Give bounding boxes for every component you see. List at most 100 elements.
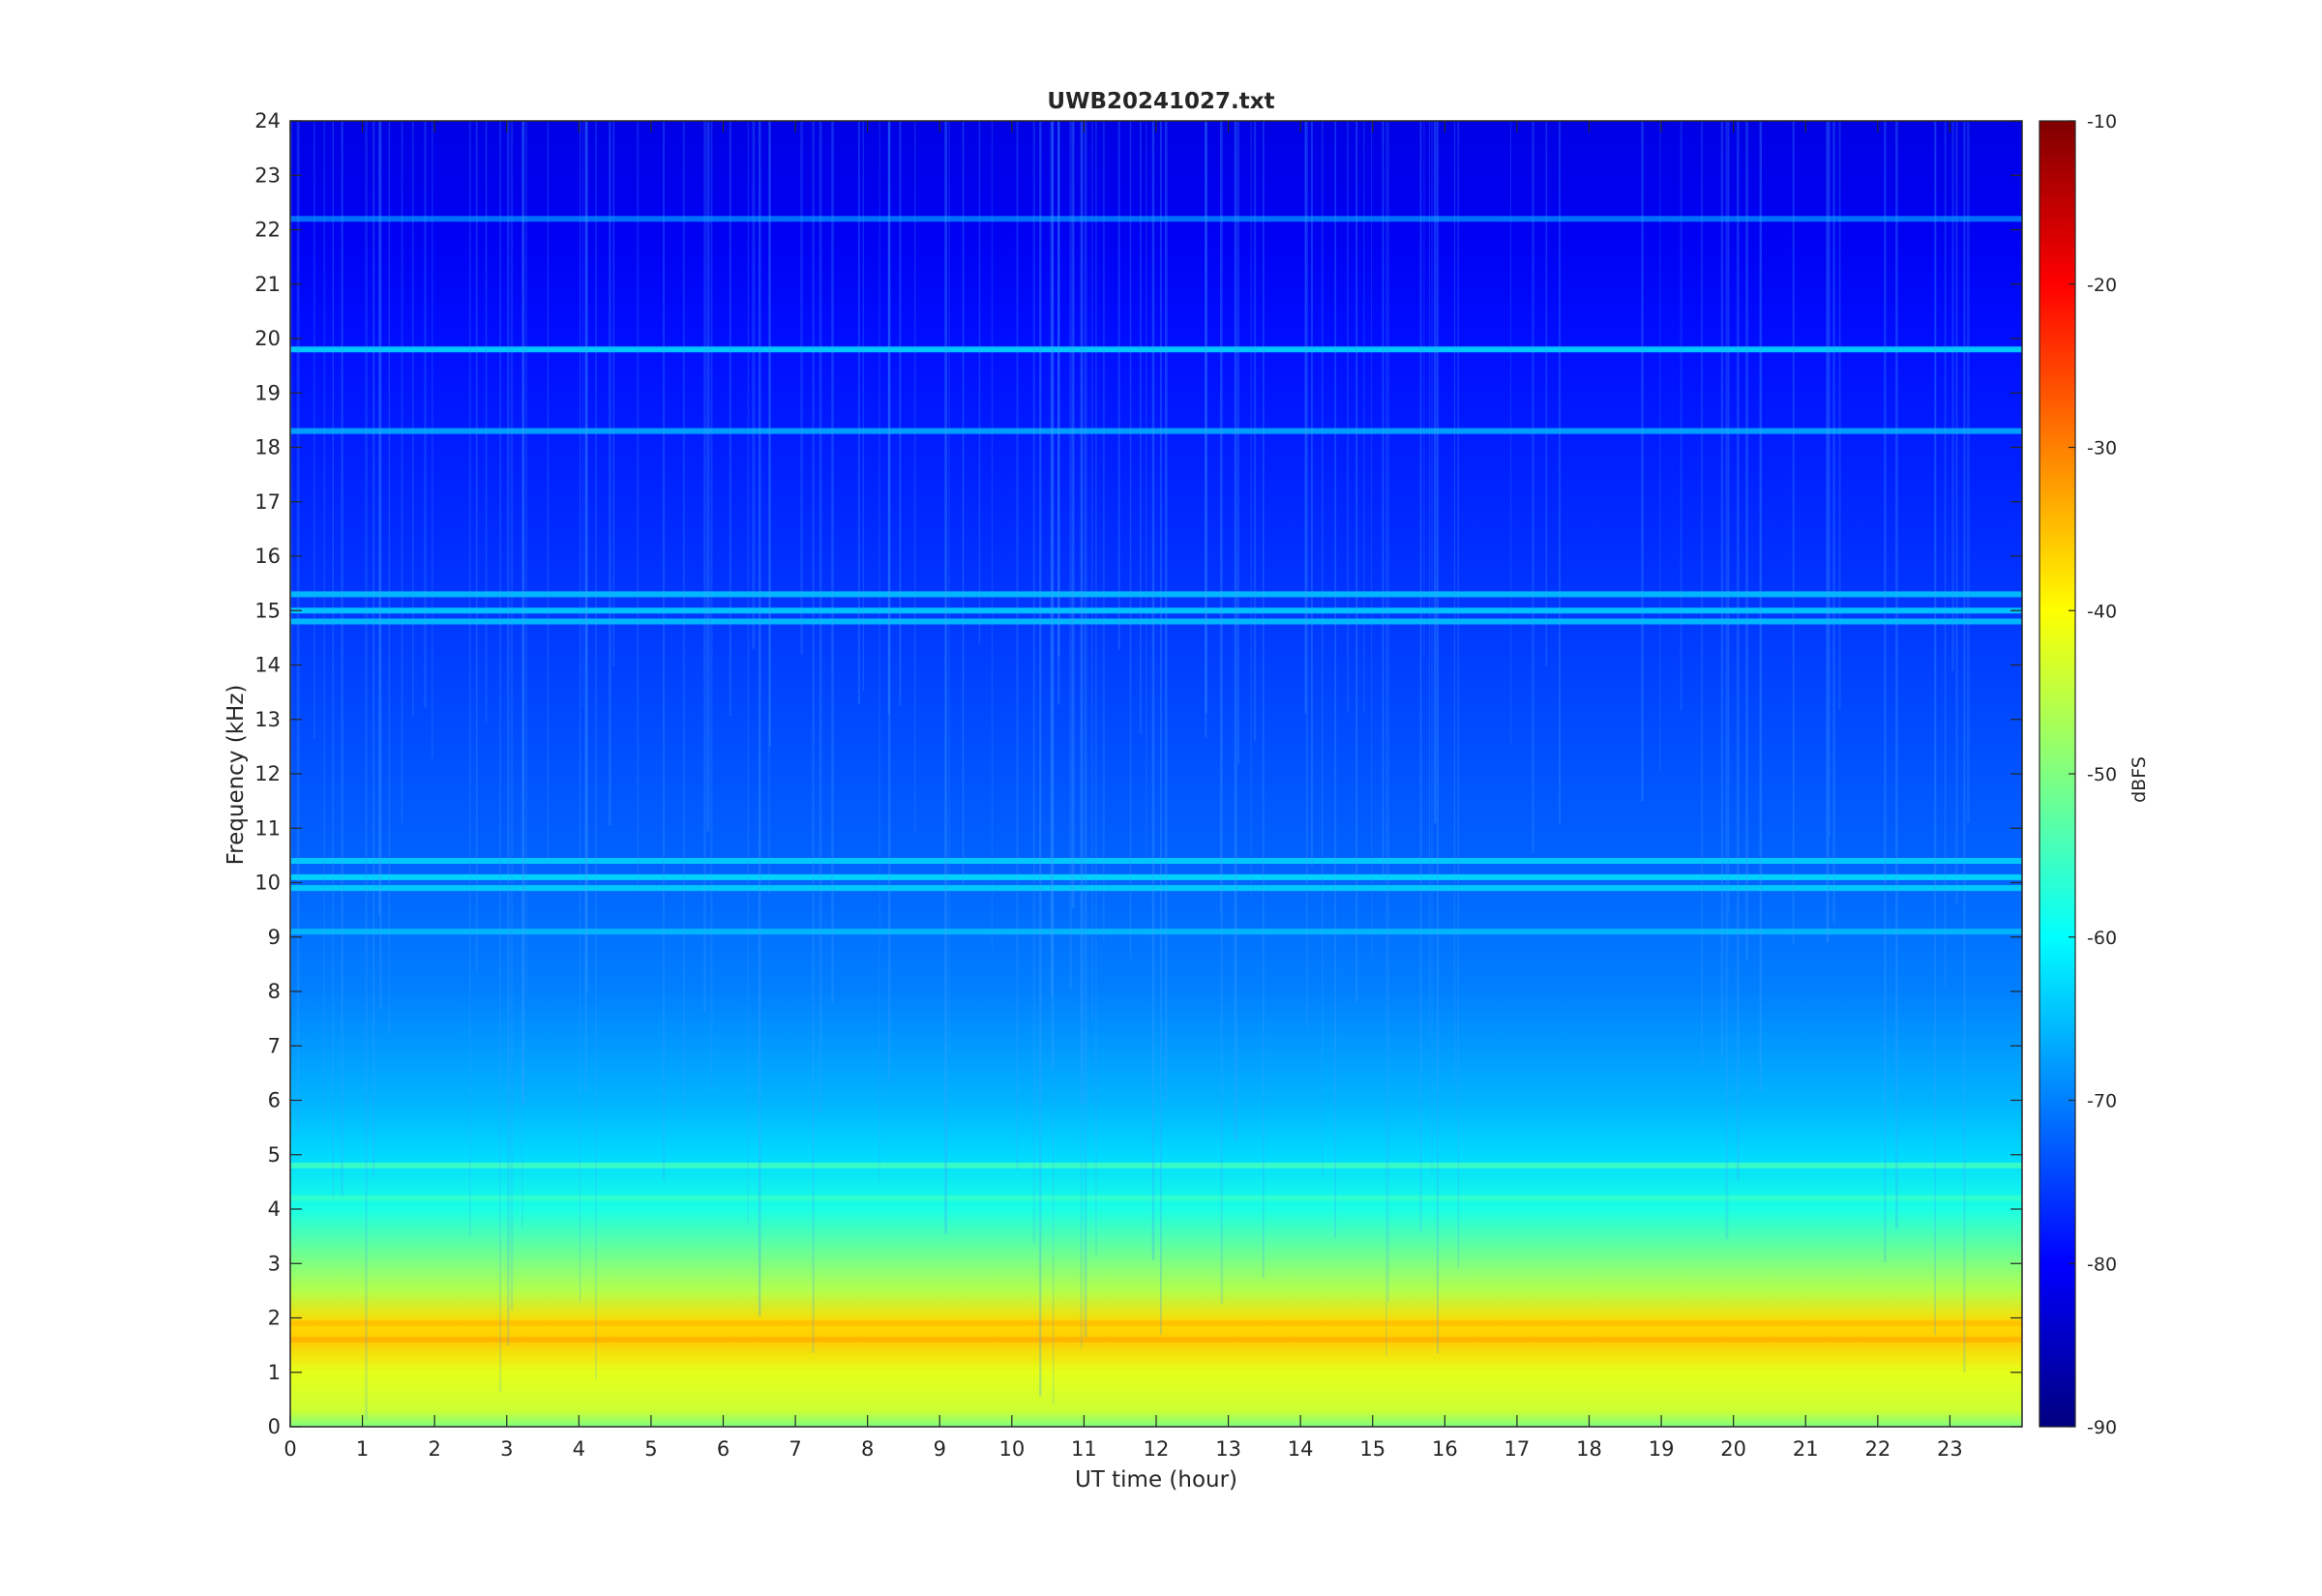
vertical-streak xyxy=(948,121,950,1050)
vertical-streak xyxy=(1334,121,1337,1238)
vertical-streak xyxy=(1095,121,1097,1256)
vertical-streak xyxy=(819,121,822,1113)
vertical-streak xyxy=(1951,121,1954,671)
vertical-streak xyxy=(365,121,368,1420)
emission-line-3 xyxy=(290,591,2022,598)
y-tick-label: 8 xyxy=(268,980,281,1003)
vertical-streak xyxy=(372,121,375,1177)
y-tick-label: 24 xyxy=(254,109,281,133)
vertical-streak xyxy=(1311,121,1313,867)
y-tick-label: 10 xyxy=(254,872,281,895)
colorbar-tick-label: -10 xyxy=(2087,111,2117,133)
vertical-streak xyxy=(1254,121,1257,741)
x-tick-label: 1 xyxy=(356,1437,369,1461)
vertical-streak xyxy=(1510,121,1512,746)
vertical-streak xyxy=(1151,121,1155,1260)
y-tick-label: 16 xyxy=(254,545,281,568)
chart-title: UWB20241027.txt xyxy=(1047,89,1274,114)
vertical-streak xyxy=(1263,121,1265,1279)
y-tick-label: 15 xyxy=(254,599,281,622)
vertical-streak xyxy=(424,121,427,709)
x-tick-label: 5 xyxy=(644,1437,657,1461)
vertical-streak xyxy=(1159,121,1162,1335)
vertical-streak xyxy=(388,121,391,1033)
vertical-streak xyxy=(323,121,326,1126)
vertical-streak xyxy=(378,121,380,915)
vertical-streak xyxy=(521,121,525,1105)
y-tick-label: 1 xyxy=(268,1361,281,1384)
y-tick-label: 19 xyxy=(254,381,281,404)
colorbar-tick-label: -20 xyxy=(2087,275,2117,296)
colorbar-tick-label: -60 xyxy=(2087,928,2117,949)
vertical-streak xyxy=(584,121,587,1093)
vertical-streak xyxy=(1829,121,1831,838)
vertical-streak xyxy=(1165,121,1168,1101)
vertical-streak xyxy=(1453,121,1456,1082)
x-tick-label: 13 xyxy=(1215,1437,1241,1461)
vertical-streak xyxy=(412,121,414,718)
vertical-streak xyxy=(1700,121,1704,1067)
vertical-streak xyxy=(1057,121,1060,705)
vertical-streak xyxy=(468,121,471,1237)
vertical-streak xyxy=(758,121,761,1316)
colorbar-label: dBFS xyxy=(2128,756,2150,803)
vertical-streak xyxy=(991,121,994,949)
x-tick-label: 12 xyxy=(1144,1437,1170,1461)
x-tick-label: 21 xyxy=(1793,1437,1819,1461)
vertical-streak xyxy=(1205,121,1207,738)
vertical-streak xyxy=(710,121,713,1090)
x-tick-label: 8 xyxy=(861,1437,874,1461)
vertical-streak xyxy=(1322,121,1324,1178)
emission-line-5 xyxy=(290,618,2022,625)
emission-line-1 xyxy=(290,428,2022,434)
y-tick-label: 14 xyxy=(254,654,281,677)
vertical-streak xyxy=(1884,121,1887,1263)
vertical-streak xyxy=(682,121,685,1122)
vertical-streak xyxy=(1347,121,1349,712)
vertical-streak xyxy=(1944,121,1947,987)
vertical-streak xyxy=(296,121,300,1132)
vertical-streak xyxy=(1745,121,1749,960)
vertical-streak xyxy=(475,121,478,972)
vertical-streak xyxy=(521,121,523,1228)
x-tick-label: 20 xyxy=(1720,1437,1746,1461)
emission-line-12 xyxy=(290,1337,2022,1343)
vertical-streak xyxy=(1304,121,1307,714)
vertical-streak xyxy=(1428,121,1430,1034)
vertical-streak xyxy=(1080,121,1083,1349)
vertical-streak xyxy=(1737,121,1740,1182)
emission-line-6 xyxy=(290,858,2022,864)
vertical-streak xyxy=(581,121,583,708)
x-tick-label: 3 xyxy=(500,1437,513,1461)
y-tick-label: 11 xyxy=(254,816,281,840)
vertical-streak xyxy=(729,121,731,717)
y-tick-label: 21 xyxy=(254,273,281,296)
vertical-streak xyxy=(1117,121,1120,650)
y-tick-label: 0 xyxy=(268,1415,281,1438)
y-tick-label: 7 xyxy=(268,1034,281,1057)
vertical-streak xyxy=(1457,121,1460,1268)
vertical-streak xyxy=(831,121,834,1004)
vertical-streak xyxy=(1935,121,1937,891)
vertical-streak xyxy=(1832,121,1835,924)
vertical-streak xyxy=(1084,121,1087,1338)
vertical-streak xyxy=(703,121,706,1013)
vertical-streak xyxy=(584,121,588,992)
x-tick-label: 11 xyxy=(1071,1437,1097,1461)
colorbar-tick-label: -30 xyxy=(2087,438,2117,459)
vertical-streak xyxy=(1219,121,1222,914)
vertical-streak xyxy=(313,121,315,739)
vertical-streak xyxy=(1641,121,1644,802)
colorbar-tick-label: -80 xyxy=(2087,1254,2117,1275)
colorbar-tick-label: -50 xyxy=(2087,764,2117,785)
vertical-streak xyxy=(1955,121,1958,905)
emission-line-11 xyxy=(290,1195,2022,1201)
vertical-streak xyxy=(1032,121,1035,1244)
vertical-streak xyxy=(768,121,770,895)
y-tick-label: 5 xyxy=(268,1143,281,1167)
x-tick-label: 23 xyxy=(1937,1437,1963,1461)
vertical-streak xyxy=(1659,121,1661,773)
vertical-streak xyxy=(1069,121,1073,990)
vertical-streak xyxy=(857,121,860,705)
